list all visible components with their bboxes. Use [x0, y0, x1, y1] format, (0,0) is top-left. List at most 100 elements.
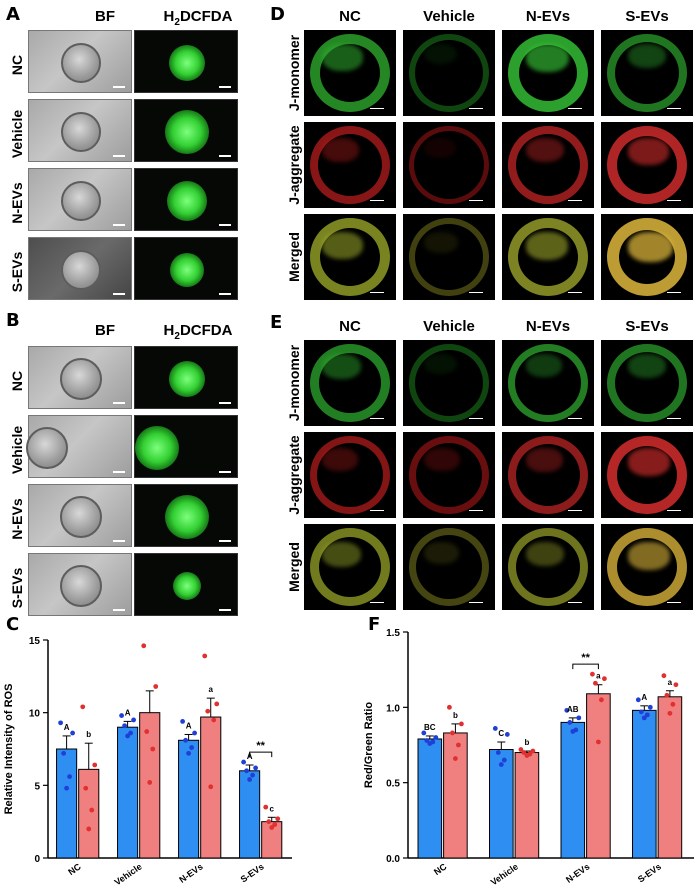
panel-d-cell-ring	[310, 218, 390, 296]
panel-a-bf-image-s-evs	[28, 237, 132, 300]
panel-b-row-s-evs: S-EVs	[9, 567, 25, 608]
data-point-nc-series-2	[83, 785, 89, 791]
significance-stars: **	[581, 652, 590, 664]
data-point-nc-series-2	[80, 704, 86, 710]
panel-a-fl-cell-s-evs	[170, 252, 204, 287]
x-tick-label-vehicle: Vehicle	[113, 861, 144, 887]
panel-b-fl-image-vehicle	[134, 415, 238, 478]
significance-letter: c	[270, 804, 275, 813]
panel-b-row-nc: NC	[9, 370, 25, 391]
x-tick-label-s-evs: S-EVs	[636, 861, 663, 884]
significance-letter: a	[209, 685, 214, 694]
panel-a-bf-cell-n-evs	[61, 180, 101, 221]
significance-letter: a	[668, 678, 673, 687]
panel-d-image-merged-vehicle	[403, 214, 495, 300]
panel-a-fl-scalebar	[219, 293, 231, 295]
data-point-vehicle-series-1	[128, 730, 134, 736]
panel-d-cell-ring	[409, 34, 489, 112]
panel-b-bf-scalebar	[113, 540, 125, 542]
panel-d-image-j-aggregate-vehicle	[403, 122, 495, 208]
panel-e-image-j-aggregate-vehicle	[403, 432, 495, 518]
panel-e-image-merged-n-evs	[502, 524, 594, 610]
panel-d-cell-signal	[424, 44, 457, 65]
panel-e-row-j-aggregate: J-aggregate	[286, 435, 302, 515]
panel-d-image-merged-s-evs	[601, 214, 693, 300]
panel-a-row-vehicle: Vehicle	[9, 109, 25, 158]
bar-s-evs-series-1	[632, 709, 657, 859]
panel-b-fl-cell-vehicle	[135, 425, 179, 470]
data-point-nc-series-1	[421, 730, 427, 736]
panel-d-cell-signal	[628, 138, 669, 165]
panel-b-bf-image-n-evs	[28, 484, 132, 547]
panel-b-bf-scalebar	[113, 402, 125, 404]
panel-b-fl-cell-nc	[169, 360, 205, 397]
panel-a-fl-scalebar	[219, 155, 231, 157]
panel-letter-f: F	[368, 614, 381, 635]
data-point-nc-series-1	[64, 785, 70, 791]
panel-d-cell-signal	[628, 44, 666, 69]
panel-b-bf-image-vehicle	[26, 415, 132, 478]
panel-e-cell-ring	[607, 436, 687, 514]
panel-d-scalebar	[469, 292, 483, 293]
panel-d-image-j-monomer-n-evs	[502, 30, 594, 116]
panel-b-fl-image-s-evs	[134, 553, 238, 616]
data-point-vehicle-series-1	[501, 757, 507, 763]
panel-e-scalebar	[469, 602, 483, 603]
panel-b-col-h2dcfda: H2DCFDA	[163, 322, 233, 342]
y-tick-label: 5	[34, 781, 40, 792]
y-tick-label: 10	[29, 709, 41, 720]
significance-letter: C	[498, 729, 504, 738]
panel-e-cell-signal	[424, 542, 459, 564]
panel-a-row-nc: NC	[9, 54, 25, 75]
significance-letter: A	[125, 708, 131, 717]
data-point-n-evs-series-1	[183, 737, 189, 743]
data-point-nc-series-1	[61, 750, 67, 756]
panel-e-image-j-monomer-n-evs	[502, 340, 594, 426]
panel-b-bf-image-s-evs	[28, 553, 132, 616]
data-point-nc-series-2	[89, 807, 95, 813]
data-point-n-evs-series-2	[602, 676, 607, 682]
panel-d-cell-signal	[526, 232, 568, 260]
data-point-n-evs-series-2	[205, 708, 211, 714]
bar-vehicle-series-1	[117, 726, 139, 859]
panel-b-fl-image-n-evs	[134, 484, 238, 547]
panel-d-image-j-monomer-s-evs	[601, 30, 693, 116]
panel-b-fl-scalebar	[219, 609, 231, 611]
data-point-nc-series-2	[453, 756, 458, 761]
panel-letter-a: A	[6, 4, 20, 25]
bar-nc-series-2	[443, 732, 468, 859]
panel-e-scalebar	[667, 418, 681, 419]
data-point-nc-series-1	[433, 735, 439, 740]
data-point-s-evs-series-2	[266, 819, 272, 825]
panel-a-fl-scalebar	[219, 224, 231, 226]
panel-d-image-merged-n-evs	[502, 214, 594, 300]
y-tick-label: 1.5	[386, 628, 400, 639]
data-point-vehicle-series-2	[150, 746, 156, 752]
data-point-n-evs-series-2	[590, 671, 595, 677]
panel-d-image-j-aggregate-n-evs	[502, 122, 594, 208]
panel-e-col-n-evs: N-EVs	[525, 318, 571, 335]
data-point-n-evs-series-2	[208, 784, 214, 790]
panel-e-scalebar	[370, 510, 384, 511]
significance-letter: A	[186, 721, 192, 730]
panel-d-row-j-aggregate: J-aggregate	[286, 125, 302, 205]
panel-e-cell-ring	[508, 344, 588, 422]
data-point-s-evs-series-1	[641, 715, 647, 721]
panel-b-bf-cell-s-evs	[60, 564, 102, 607]
panel-a-row-s-evs: S-EVs	[9, 251, 25, 292]
bar-n-evs-series-1	[560, 721, 586, 859]
panel-b-col-bf: BF	[95, 322, 115, 339]
data-point-n-evs-series-2	[593, 680, 598, 686]
panel-d-cell-signal	[322, 232, 363, 259]
data-point-s-evs-series-1	[635, 697, 641, 703]
data-point-nc-series-2	[456, 742, 461, 748]
y-tick-label: 0.5	[386, 779, 400, 790]
data-point-vehicle-series-1	[495, 750, 501, 755]
panel-e-cell-signal	[628, 542, 670, 570]
significance-letter: A	[641, 693, 647, 702]
data-point-s-evs-series-1	[644, 712, 650, 718]
panel-d-cell-signal	[526, 138, 564, 163]
panel-a-bf-scalebar	[113, 86, 125, 88]
panel-d-image-j-aggregate-s-evs	[601, 122, 693, 208]
panel-d-cell-signal	[424, 232, 458, 253]
